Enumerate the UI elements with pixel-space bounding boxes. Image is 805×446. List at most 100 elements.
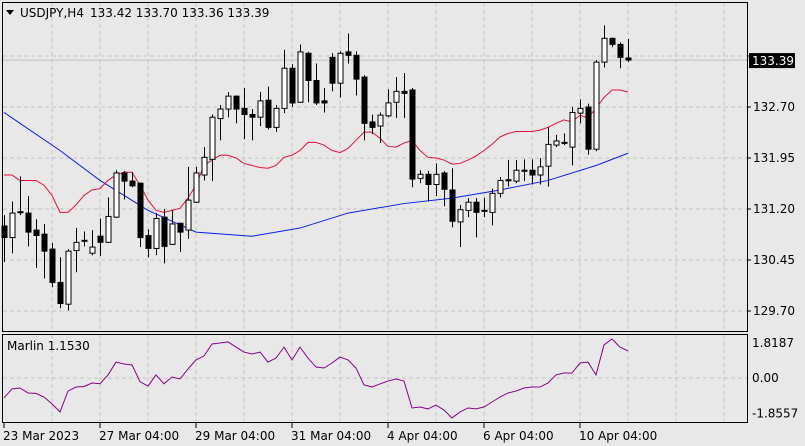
- bear-candle-body: [49, 248, 56, 283]
- candle: [529, 159, 536, 185]
- candle: [385, 89, 392, 118]
- bull-candle-body: [537, 166, 544, 176]
- price-tick: 130.45: [753, 253, 795, 267]
- bull-candle-body: [273, 107, 280, 128]
- bear-candle-body: [129, 180, 136, 187]
- candle: [593, 60, 600, 152]
- candle: [177, 222, 184, 252]
- bear-candle-body: [241, 107, 248, 115]
- candle: [497, 177, 504, 198]
- bull-candle-body: [65, 250, 72, 305]
- candle: [185, 166, 192, 239]
- bear-candle-body: [33, 229, 40, 237]
- bull-candle-body: [593, 61, 600, 150]
- bear-candle-body: [313, 79, 320, 104]
- dropdown-triangle-icon[interactable]: [6, 10, 14, 15]
- bear-candle-body: [121, 172, 128, 182]
- candle: [113, 170, 120, 218]
- candle: [241, 87, 248, 139]
- bear-candle-body: [441, 172, 448, 190]
- candle: [345, 33, 352, 64]
- candle: [273, 104, 280, 133]
- bear-candle-body: [625, 57, 632, 61]
- bull-candle-body: [185, 199, 192, 231]
- candle: [265, 86, 272, 130]
- candle: [97, 218, 104, 256]
- bear-candle-body: [561, 141, 568, 144]
- price-tick: 132.70: [753, 100, 795, 114]
- candle: [161, 209, 168, 264]
- candle: [153, 213, 160, 256]
- candle: [393, 77, 400, 118]
- bull-candle-body: [105, 215, 112, 243]
- indicator-name: Marlin 1.1530: [7, 339, 90, 353]
- candle: [457, 204, 464, 248]
- bear-candle-body: [145, 235, 152, 249]
- bull-candle-body: [545, 143, 552, 167]
- candle: [433, 163, 440, 197]
- bull-candle-body: [17, 211, 24, 214]
- bull-candle-body: [89, 246, 96, 254]
- candle: [553, 134, 560, 148]
- bull-candle-body: [577, 107, 584, 114]
- bull-candle-body: [489, 192, 496, 213]
- candle: [617, 42, 624, 69]
- candle: [201, 147, 208, 181]
- indicator-tick: 1.8187: [752, 336, 794, 350]
- indicator-grid: [3, 335, 747, 422]
- bear-candle-body: [41, 233, 48, 252]
- symbol-label: USDJPY,H4: [20, 6, 84, 20]
- indicator-tick: 0.00: [752, 371, 779, 385]
- candle: [65, 249, 72, 311]
- candle: [73, 228, 80, 273]
- candle: [297, 44, 304, 103]
- bear-candle-body: [609, 37, 616, 45]
- bull-candle-body: [465, 201, 472, 211]
- bull-candle-body: [497, 179, 504, 194]
- price-tick: 129.70: [753, 304, 795, 318]
- bull-candle-body: [505, 179, 512, 182]
- current-price-marker: 133.39: [749, 53, 795, 69]
- bear-candle-body: [617, 43, 624, 58]
- price-axis: 132.70 131.95 131.20 130.45 129.70: [747, 55, 795, 318]
- bull-candle-body: [417, 173, 424, 179]
- time-label: 27 Mar 04:00: [99, 429, 179, 443]
- candle: [377, 112, 384, 144]
- candle: [545, 127, 552, 187]
- bull-candle-body: [193, 172, 200, 203]
- bull-candle-body: [209, 116, 216, 160]
- candles[interactable]: [1, 25, 632, 311]
- bear-candle-body: [481, 209, 488, 212]
- bear-candle-body: [473, 201, 480, 213]
- bear-candle-body: [585, 106, 592, 150]
- bull-candle-body: [297, 51, 304, 103]
- candle: [9, 201, 16, 254]
- time-label: 10 Apr 04:00: [579, 429, 657, 443]
- bear-candle-body: [289, 67, 296, 104]
- indicator-axis: 1.8187 0.00 -1.8557: [752, 336, 798, 421]
- candle: [521, 159, 528, 182]
- bull-candle-body: [337, 52, 344, 84]
- candle: [473, 198, 480, 238]
- candle: [33, 219, 40, 269]
- bull-candle-body: [433, 173, 440, 186]
- candle: [193, 166, 200, 203]
- candle: [409, 87, 416, 188]
- candle: [17, 176, 24, 216]
- bear-candle-body: [521, 169, 528, 172]
- candle: [425, 170, 432, 202]
- bear-candle-body: [97, 235, 104, 243]
- candle: [537, 158, 544, 185]
- candle: [577, 99, 584, 124]
- candle: [25, 196, 32, 247]
- bull-candle-body: [601, 37, 608, 63]
- bear-candle-body: [425, 173, 432, 186]
- bull-candle-body: [201, 156, 208, 176]
- bull-candle-body: [9, 212, 16, 239]
- candle: [249, 109, 256, 141]
- candle: [169, 210, 176, 246]
- candle: [441, 170, 448, 207]
- candle: [81, 231, 88, 247]
- candle: [609, 37, 616, 48]
